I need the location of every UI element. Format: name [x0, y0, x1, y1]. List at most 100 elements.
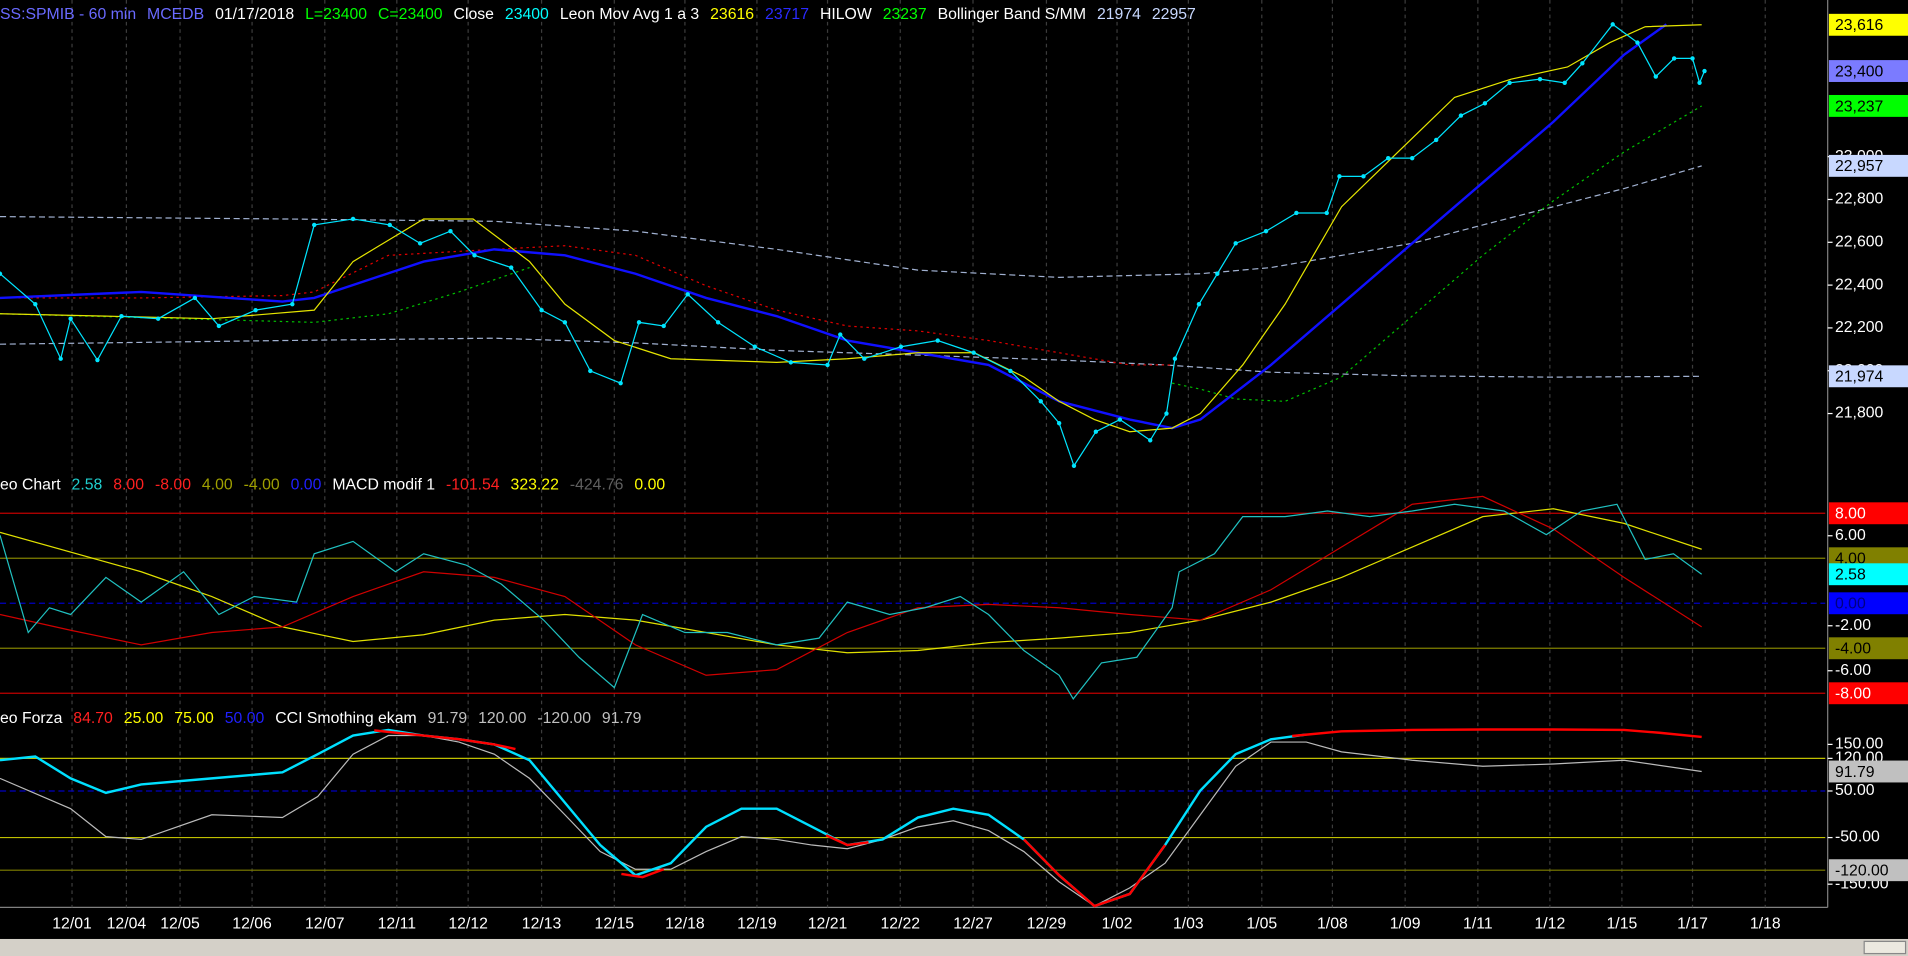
data-point — [838, 332, 843, 337]
x-tick-label: 1/12 — [1534, 916, 1565, 933]
series-line — [0, 508, 1702, 654]
y-tick-label: 22,600 — [1835, 233, 1884, 250]
axis-value-box — [1828, 760, 1908, 783]
data-point — [1038, 399, 1043, 404]
data-point — [95, 357, 100, 363]
y-tick-label: -6.00 — [1835, 662, 1871, 679]
axis-value-box — [1828, 563, 1908, 586]
series-line — [0, 23, 1668, 430]
data-point — [1337, 174, 1342, 179]
data-point — [350, 216, 356, 222]
data-point — [1702, 68, 1707, 74]
y-tick-label: -50.00 — [1835, 829, 1880, 846]
series-line — [0, 337, 1702, 378]
data-point — [1093, 429, 1099, 434]
data-point — [752, 344, 758, 349]
data-point — [636, 320, 642, 325]
y-tick-label: -2.00 — [1835, 617, 1871, 634]
legend-entry: 8.00 — [113, 476, 144, 493]
axis-value-box — [1828, 592, 1908, 615]
data-point — [1409, 155, 1415, 161]
data-point — [1671, 56, 1677, 61]
x-tick-label: 12/18 — [665, 916, 705, 933]
panes: 12/01 12/04 12/05 12/06 12/07 12/11 12/12 12/13… — [0, 0, 1908, 933]
data-point — [1172, 356, 1178, 361]
legend-entry: MACD modif 1 — [332, 476, 435, 493]
legend-entry: 323.22 — [511, 476, 559, 493]
legend-entry: 75.00 — [174, 710, 214, 727]
data-point — [935, 338, 940, 343]
data-point — [1117, 417, 1123, 422]
axis-value-label: 21,974 — [1835, 369, 1884, 386]
data-point — [290, 301, 295, 307]
axis-value-label: 2.58 — [1835, 567, 1866, 584]
x-tick-label: 12/21 — [808, 916, 848, 933]
data-point — [562, 320, 568, 325]
y-tick-label: 22,800 — [1835, 191, 1884, 208]
x-tick-label: 1/15 — [1607, 916, 1638, 933]
data-point — [788, 360, 794, 365]
series-line — [0, 495, 1703, 676]
legend-entry: Leon Mov Avg 1 a 3 — [560, 6, 700, 23]
x-tick-label: 1/02 — [1102, 916, 1133, 933]
x-tick-label: 1/09 — [1390, 916, 1421, 933]
data-point — [1507, 80, 1512, 85]
x-tick-label: 12/27 — [953, 916, 993, 933]
x-tick-label: 12/06 — [232, 916, 272, 933]
legend-entry: 23237 — [883, 6, 927, 23]
data-point — [539, 307, 544, 313]
y-tick-label: 6.00 — [1835, 527, 1866, 544]
axis-value-box — [1828, 154, 1908, 177]
series-line — [374, 728, 1702, 908]
data-point — [1196, 301, 1202, 307]
y-tick-label: 50.00 — [1835, 782, 1875, 799]
legend-entry: 01/17/2018 — [215, 6, 294, 23]
data-point — [119, 313, 124, 319]
axis-value-label: 0.00 — [1835, 596, 1866, 613]
x-tick-label: 12/07 — [305, 916, 345, 933]
x-tick-label: 1/08 — [1317, 916, 1348, 933]
axis-value-label: -120.00 — [1835, 863, 1889, 880]
data-point — [898, 344, 904, 349]
data-point — [417, 241, 423, 246]
x-tick-label: 1/18 — [1750, 916, 1781, 933]
legend-entry: 23616 — [710, 6, 754, 23]
data-point — [862, 356, 867, 361]
series-line — [0, 734, 1702, 907]
legend-entry: L=23400 — [305, 6, 367, 23]
legend-entry: HILOW — [820, 6, 872, 23]
data-point — [33, 301, 38, 307]
data-point — [1215, 271, 1220, 276]
scrollbar[interactable] — [0, 938, 1908, 956]
x-tick-label: 12/12 — [448, 916, 488, 933]
data-point — [1690, 56, 1695, 61]
data-point — [588, 368, 593, 374]
legend-entry: 0.00 — [634, 476, 665, 493]
data-point — [253, 307, 258, 313]
data-point — [509, 265, 514, 270]
data-point — [216, 323, 222, 329]
data-point — [1434, 137, 1439, 143]
axis-value-box — [1828, 60, 1908, 82]
data-point — [1056, 420, 1062, 426]
data-point — [1562, 80, 1567, 85]
data-point — [1537, 76, 1543, 82]
data-point — [1008, 368, 1013, 374]
data-point — [1482, 101, 1488, 106]
legend-entry: -8.00 — [155, 476, 191, 493]
axis-value-box — [1828, 94, 1908, 117]
legend-entry: 23400 — [505, 6, 549, 23]
x-tick-label: 12/29 — [1027, 916, 1067, 933]
legend-entry: -120.00 — [537, 710, 591, 727]
data-point — [0, 271, 3, 276]
scrollbar-thumb[interactable] — [1863, 940, 1907, 955]
x-tick-label: 12/04 — [107, 916, 147, 933]
legend-entry: 50.00 — [225, 710, 265, 727]
axis-value-label: -8.00 — [1835, 686, 1871, 703]
data-point — [472, 253, 477, 258]
legend-entry: -424.76 — [570, 476, 624, 493]
axis-value-box — [1828, 637, 1908, 660]
axis-value-box — [1828, 502, 1908, 525]
series-line — [0, 245, 1173, 366]
